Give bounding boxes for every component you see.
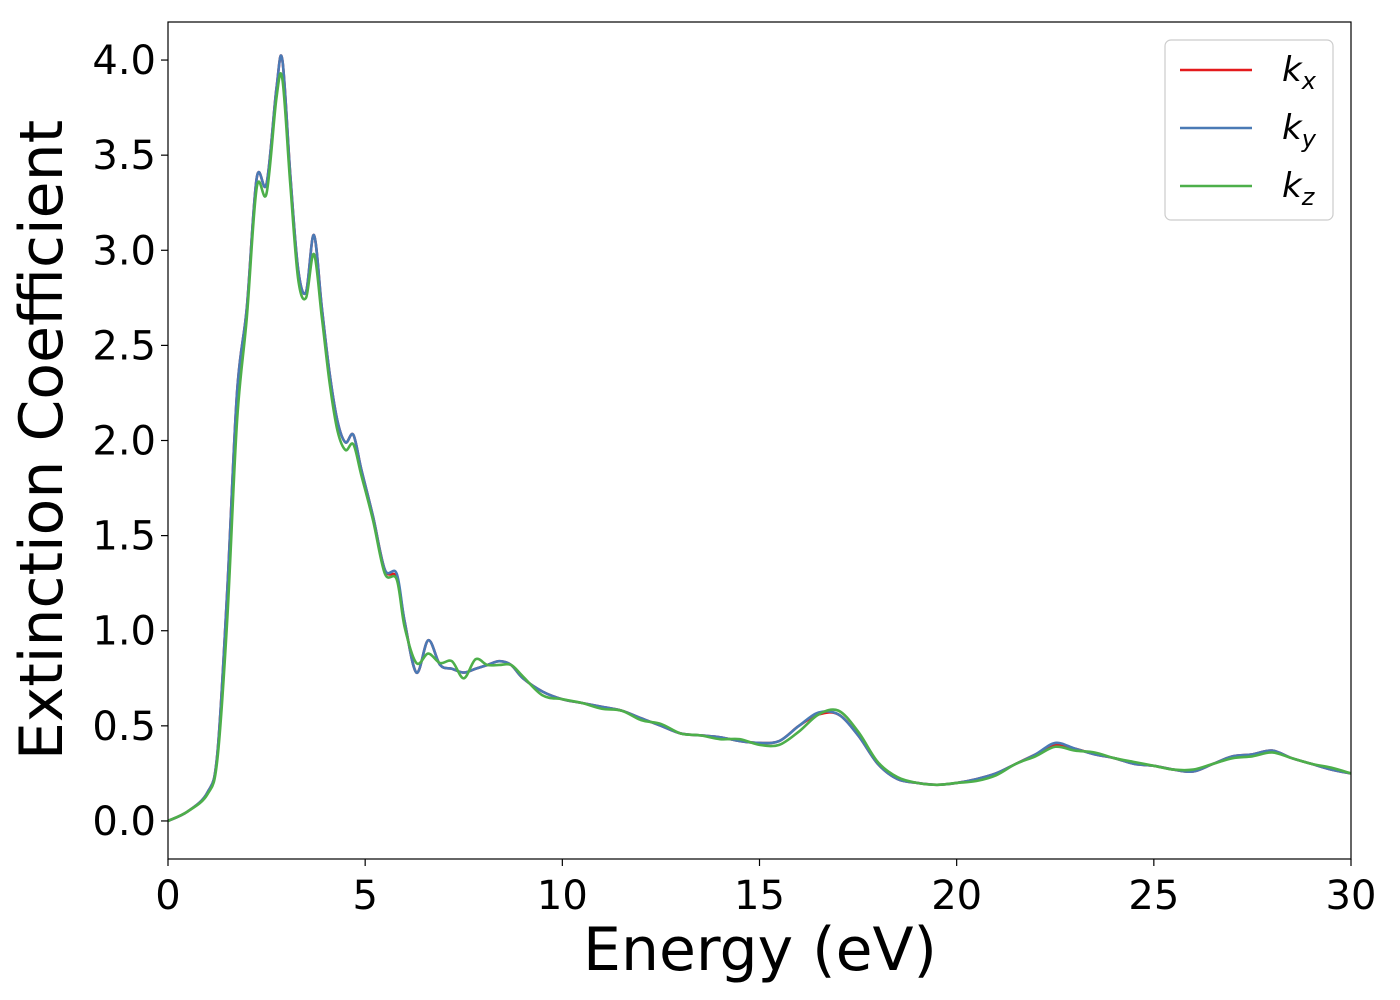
legend-label-subscript: z — [1301, 183, 1316, 211]
series-layer — [167, 54, 1352, 823]
y-tick-label: 0.5 — [92, 704, 156, 750]
x-tick-label: 10 — [537, 873, 588, 919]
legend-label-subscript: y — [1301, 125, 1317, 153]
x-tick-label: 15 — [734, 873, 785, 919]
x-tick-label: 5 — [352, 873, 377, 919]
legend-label: ky — [1282, 108, 1317, 153]
y-tick-label: 1.0 — [92, 609, 156, 655]
legend-label-base: k — [1282, 50, 1303, 90]
legend-label-base: k — [1282, 166, 1303, 206]
y-tick-label: 2.5 — [92, 323, 156, 369]
legend-box — [1164, 39, 1334, 221]
y-axis: 0.0 0.5 1.0 1.5 2.0 2.5 3.0 3.5 4.0 — [92, 38, 168, 845]
x-axis-title: Energy (eV) — [583, 915, 937, 985]
y-tick-label: 4.0 — [92, 38, 156, 84]
y-tick-label: 3.0 — [92, 228, 156, 274]
legend-label-subscript: x — [1301, 67, 1317, 95]
legend-label-base: k — [1282, 108, 1303, 148]
y-tick-label: 0.0 — [92, 799, 156, 845]
x-tick-label: 30 — [1326, 873, 1377, 919]
y-tick-label: 3.5 — [92, 133, 156, 179]
y-axis-title: Extinction Coefficient — [7, 120, 77, 760]
x-tick-label: 25 — [1128, 873, 1179, 919]
y-tick-label: 2.0 — [92, 419, 156, 465]
y-tick-label: 1.5 — [92, 514, 156, 560]
legend-label: kz — [1282, 166, 1316, 211]
series-line-kz — [167, 72, 1352, 823]
x-tick-label: 0 — [155, 873, 180, 919]
x-tick-label: 20 — [931, 873, 982, 919]
legend-label: kx — [1282, 50, 1317, 95]
x-axis: 0 5 10 15 20 25 30 — [155, 859, 1376, 919]
